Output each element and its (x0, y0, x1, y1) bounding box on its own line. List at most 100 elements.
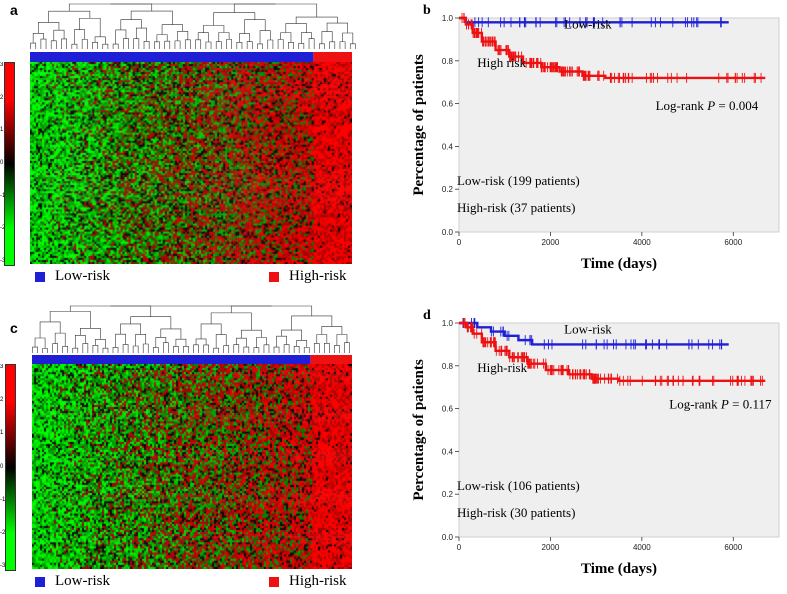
legend-label-low: Low-risk (55, 573, 110, 589)
km-series (459, 318, 766, 386)
dendrogram-branch (233, 344, 240, 353)
dendrogram-branch (316, 334, 328, 344)
curve-annotation: Low-risk (564, 322, 612, 337)
panel-letter: d (423, 308, 431, 323)
dendrogram-branch (143, 41, 150, 49)
dendrogram-branch (203, 25, 225, 33)
y-axis-label: Percentage of patients (411, 54, 427, 196)
dendrogram-branch (283, 344, 290, 353)
x-tick-label: 2000 (542, 238, 560, 247)
dendrogram-branch (256, 337, 267, 348)
dendrogram-branches (30, 3, 356, 49)
patient-count-note: High-risk (30 patients) (457, 505, 575, 520)
legend-label-low: Low-risk (55, 268, 110, 284)
dendrogram-branch (195, 338, 207, 345)
dendrogram-branch (122, 344, 129, 353)
dendrogram-branch (276, 335, 287, 348)
dendrogram-branch (195, 39, 202, 49)
dendrogram-branch (321, 326, 343, 335)
dendrogram-branch (298, 43, 305, 49)
x-tick-label: 4000 (633, 238, 651, 247)
dendrogram-c (32, 305, 350, 353)
dendrogram-branch (120, 19, 142, 30)
legend-high-a: High-risk (269, 268, 347, 285)
dendrogram-branch (329, 41, 336, 49)
dendrogram-branch (223, 345, 230, 353)
curve-annotation: Log-rank P = 0.117 (669, 397, 772, 412)
dendrogram-branch (49, 311, 91, 329)
dendrogram-branch (72, 347, 79, 353)
curve-annotation: High risk (477, 55, 526, 70)
dendrogram-branch (300, 32, 312, 44)
patient-count-note: Low-risk (199 patients) (457, 173, 580, 188)
panel-c: c 3 2 1 0 -1 -2 -3 Low-risk High-risk (0, 302, 360, 592)
curve-annotation: Log-rank P = 0.004 (656, 98, 759, 113)
panel-a: a 3 2 1 0 -1 -2 -3 Low-risk High-risk (0, 0, 360, 290)
dendrogram-branch (259, 30, 271, 44)
dendrogram-branch (32, 346, 38, 353)
curve-annotation: High-risk (477, 360, 527, 375)
color-scale-tick: -2 (0, 225, 6, 232)
legend-swatch-low (35, 576, 45, 587)
x-tick-label: 2000 (542, 543, 560, 552)
annotation-suffix: = 0.117 (729, 397, 772, 412)
y-tick-label: 0.0 (442, 228, 454, 237)
dendrogram-branch (215, 334, 227, 349)
x-tick-label: 0 (457, 543, 462, 552)
dendrogram-branch (154, 41, 160, 49)
dendrogram-branch (48, 10, 91, 23)
y-tick-label: 1.0 (442, 14, 454, 23)
color-scale-tick: 3 (0, 364, 4, 370)
dendrogram-branch (205, 41, 212, 49)
km-series (459, 13, 766, 83)
y-tick-label: 0.4 (442, 142, 454, 151)
dendrogram-branch (342, 32, 354, 44)
group-bar-high (313, 52, 352, 62)
dendrogram-branch (174, 40, 181, 49)
dendrogram-branch (288, 42, 294, 49)
dendrogram-branch (244, 19, 266, 34)
color-scale-tick: -1 (0, 192, 6, 199)
panel-letter: b (423, 3, 431, 18)
annotation-prefix: Log-rank (669, 397, 721, 412)
dendrogram-branch (233, 3, 318, 18)
color-scale-tick: 2 (0, 397, 4, 404)
dendrogram-a (30, 3, 356, 49)
dendrogram-branch (349, 43, 356, 49)
y-tick-label: 1.0 (442, 319, 454, 328)
dendrogram-branch (313, 343, 320, 353)
dendrogram-branch (183, 345, 189, 353)
curve-annotation: Low-risk (564, 17, 612, 32)
panel-letter-c: c (10, 320, 18, 336)
dendrogram-branch (92, 344, 99, 353)
dendrogram-branch (263, 344, 270, 353)
dendrogram-branch (280, 32, 292, 43)
group-bar-a (30, 52, 352, 62)
x-axis-label: Time (days) (581, 256, 657, 272)
dendrogram-branch (334, 345, 340, 353)
dendrogram-branch (184, 39, 191, 49)
dendrogram-branch (68, 3, 153, 12)
dendrogram-branch (235, 337, 247, 348)
dendrogram-branch (239, 33, 251, 43)
dendrogram-branch (281, 329, 302, 341)
dendrogram-branch (197, 32, 209, 42)
color-scale-tick: 3 (0, 62, 4, 68)
dendrogram-branch (293, 345, 300, 353)
dendrogram-branch (130, 316, 172, 329)
dendrogram-branch (61, 38, 67, 49)
dendrogram-branch (115, 29, 127, 45)
dendrogram-branch (82, 343, 89, 353)
dendrogram-branch (54, 332, 66, 347)
dendrogram-branch (243, 346, 250, 353)
dendrogram-branch (236, 42, 243, 49)
dendrogram-branch (273, 346, 280, 353)
dendrogram-branch (253, 347, 260, 353)
dendrogram-branch (92, 42, 98, 49)
dendrogram-branch (277, 39, 284, 49)
dendrogram-branch (152, 347, 159, 353)
dendrogram-branch (161, 24, 183, 35)
dendrogram-branch (123, 38, 129, 49)
dendrogram-branch (112, 347, 119, 353)
dendrogram-branch (164, 40, 171, 49)
